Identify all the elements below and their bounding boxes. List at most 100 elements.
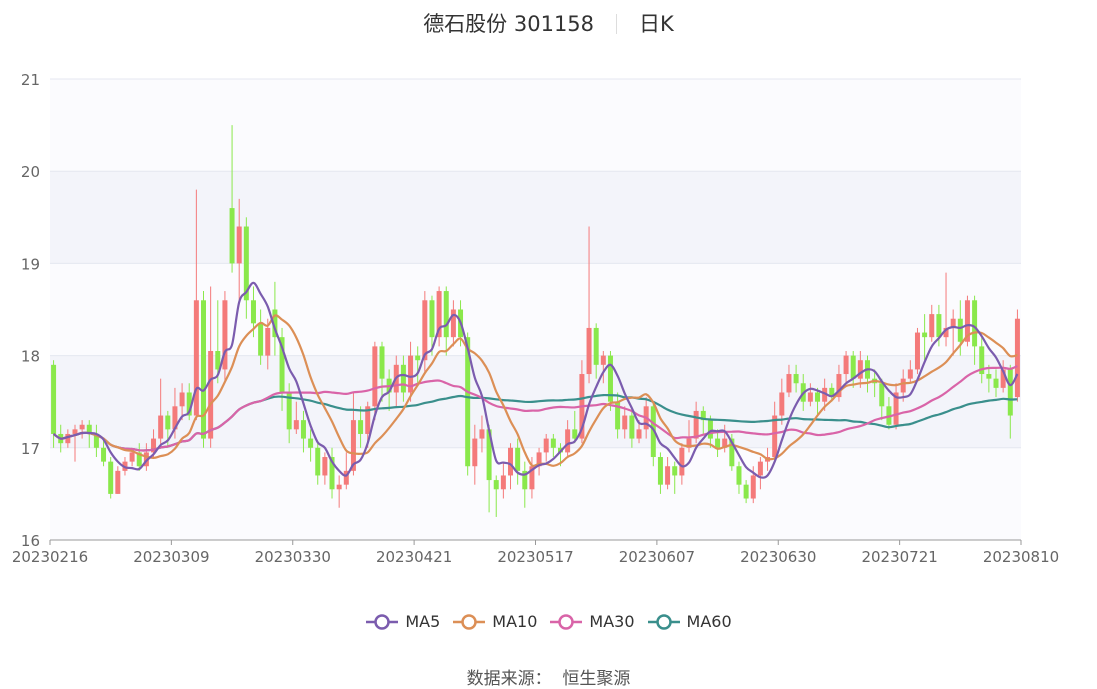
title-stock: 德石股份 301158 [423, 12, 595, 36]
candle-body [543, 438, 549, 453]
candle-body [786, 374, 792, 393]
candle-body [907, 369, 913, 379]
candle-body [586, 327, 592, 375]
candle-body [293, 420, 299, 430]
candle-body [522, 470, 528, 490]
candle-body [379, 346, 385, 379]
candle-body [900, 378, 906, 393]
candle-body [443, 291, 449, 338]
candle-body [993, 378, 999, 388]
candle-body [565, 429, 571, 453]
candle-body [572, 429, 578, 439]
candle-body [101, 447, 107, 462]
candle-body [600, 355, 606, 365]
candle-body [136, 452, 142, 467]
candle-body [1014, 318, 1020, 398]
candle-body [636, 429, 642, 439]
candle-body [850, 355, 856, 379]
band-18 [50, 263, 1021, 356]
candle-body [308, 438, 314, 448]
candle-body [957, 318, 963, 342]
candle-body [536, 452, 542, 467]
x-tick-label: 20230309 [133, 548, 209, 566]
legend-marker [453, 613, 486, 630]
y-tick-label: 18 [21, 348, 40, 366]
source-name: 恒生聚源 [562, 669, 631, 689]
y-tick-label: 19 [21, 255, 40, 273]
candle-body [243, 226, 249, 301]
legend-item-ma30[interactable]: MA30 [549, 612, 635, 631]
title-separator [616, 14, 618, 34]
candle-body [757, 461, 763, 476]
legend-marker [366, 613, 399, 630]
candle-body [265, 327, 271, 356]
candle-body [729, 438, 735, 467]
candle-body [822, 387, 828, 402]
candle-body [515, 447, 521, 471]
candle-body [622, 415, 628, 430]
legend-item-ma60[interactable]: MA60 [647, 612, 732, 631]
candle-body [279, 337, 285, 393]
candle-body [700, 410, 706, 421]
candle-body [829, 387, 835, 398]
candle-body [222, 300, 228, 370]
legend-marker [550, 613, 583, 630]
candle-body [929, 314, 935, 338]
candle-body [172, 406, 178, 430]
candle-body [843, 355, 849, 375]
x-tick-label: 20230421 [376, 548, 452, 566]
y-axis: 16 17 18 19 20 21 [21, 71, 40, 550]
candle-body [893, 392, 899, 425]
candle-body [272, 309, 278, 338]
candle-body [422, 300, 428, 361]
candle-body [500, 475, 506, 490]
candle-body [743, 484, 749, 499]
candle-body [793, 374, 799, 384]
candle-body [986, 374, 992, 379]
candle-body [1007, 369, 1013, 416]
candle-body [607, 355, 613, 402]
candle-body [657, 457, 663, 485]
candle-body [165, 415, 171, 430]
candle-body [250, 300, 256, 324]
band-16 [50, 447, 1021, 540]
legend-label: MA10 [492, 612, 538, 631]
candle-body [65, 433, 71, 444]
candle-body [486, 429, 492, 481]
candle-body [336, 484, 342, 490]
candle-body [707, 420, 713, 439]
candle-body [943, 327, 949, 338]
candle-body [779, 392, 785, 416]
candle-body [365, 406, 371, 434]
x-tick-label: 20230630 [740, 548, 816, 566]
candle-body [158, 415, 164, 439]
candle-body [550, 438, 556, 448]
band-20 [50, 79, 1021, 172]
candle-body [208, 350, 214, 439]
chart-title: 德石股份 301158 日K [0, 8, 1097, 38]
moving-average-lines [52, 281, 1019, 479]
candle-body [400, 364, 406, 393]
candle-body [350, 420, 356, 471]
candle-body [493, 480, 499, 490]
candle-body [972, 300, 978, 347]
candle-body [615, 401, 621, 430]
candle-body [115, 470, 121, 494]
candle-body [879, 383, 885, 407]
legend-item-ma5[interactable]: MA5 [365, 612, 440, 631]
candle-body [922, 332, 928, 338]
x-tick-label: 20230607 [619, 548, 695, 566]
candle-body [300, 420, 306, 439]
candle-body [151, 438, 157, 453]
line-ma30 [52, 364, 1018, 452]
candle-body [215, 350, 221, 370]
legend-item-ma10[interactable]: MA10 [452, 612, 537, 631]
legend-label: MA5 [405, 612, 441, 631]
candle-body [979, 346, 985, 375]
candle-body [193, 300, 199, 416]
candle-body [179, 392, 185, 407]
candle-body [429, 300, 435, 338]
x-tick-label: 20230216 [12, 548, 88, 566]
candle-body [950, 318, 956, 328]
